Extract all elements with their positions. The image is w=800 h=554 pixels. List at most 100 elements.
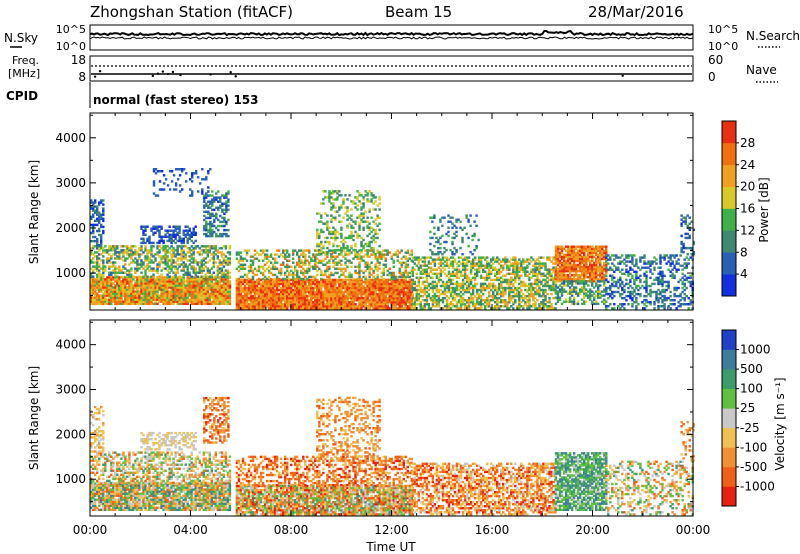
heatmap-cell bbox=[392, 299, 395, 302]
heatmap-cell bbox=[322, 307, 325, 310]
heatmap-cell bbox=[251, 305, 255, 308]
heatmap-cell bbox=[302, 305, 305, 308]
heatmap-cell bbox=[96, 207, 99, 210]
heatmap-cell bbox=[218, 300, 222, 303]
heatmap-cell bbox=[92, 205, 95, 208]
heatmap-cell bbox=[413, 288, 417, 292]
heatmap-cell bbox=[208, 294, 212, 297]
heatmap-cell bbox=[251, 296, 255, 300]
heatmap-cell bbox=[447, 288, 451, 292]
heatmap-cell bbox=[188, 229, 191, 232]
heatmap-cell bbox=[152, 273, 155, 276]
heatmap-cell bbox=[302, 255, 305, 258]
heatmap-cell bbox=[224, 259, 228, 262]
heatmap-cell bbox=[228, 261, 232, 264]
heatmap-cell bbox=[222, 257, 226, 260]
heatmap-cell bbox=[214, 290, 218, 293]
heatmap-cell bbox=[140, 298, 143, 301]
heatmap-cell bbox=[376, 296, 379, 300]
heatmap-cell bbox=[504, 305, 507, 308]
heatmap-cell bbox=[114, 271, 117, 274]
heatmap-cell bbox=[172, 251, 175, 254]
heatmap-cell bbox=[168, 271, 171, 274]
heatmap-cell bbox=[249, 292, 253, 296]
heatmap-cell bbox=[449, 260, 453, 263]
heatmap-cell bbox=[488, 294, 491, 298]
heatmap-cell bbox=[265, 282, 269, 286]
heatmap-cell bbox=[286, 251, 289, 254]
heatmap-cell bbox=[214, 249, 218, 252]
heatmap-cell bbox=[384, 290, 387, 294]
heatmap-cell bbox=[459, 274, 463, 278]
heatmap-cell bbox=[138, 278, 141, 281]
heatmap-cell bbox=[178, 292, 181, 295]
heatmap-cell bbox=[188, 227, 191, 230]
heatmap-cell bbox=[502, 294, 505, 298]
heatmap-cell bbox=[134, 271, 137, 274]
heatmap-cell bbox=[334, 190, 337, 193]
heatmap-cell bbox=[126, 278, 129, 281]
heatmap-cell bbox=[192, 276, 195, 279]
heatmap-cell bbox=[512, 264, 515, 267]
heatmap-cell bbox=[94, 294, 97, 297]
heatmap-cell bbox=[100, 280, 103, 283]
heatmap-cell bbox=[354, 271, 357, 275]
heatmap-cell bbox=[502, 264, 505, 267]
heatmap-cell bbox=[288, 303, 291, 306]
heatmap-cell bbox=[148, 276, 151, 279]
heatmap-cell bbox=[144, 292, 147, 295]
heatmap-cell bbox=[431, 294, 435, 298]
heatmap-cell bbox=[364, 277, 367, 281]
heatmap-cell bbox=[90, 267, 93, 270]
heatmap-cell bbox=[386, 290, 389, 294]
heatmap-cell bbox=[156, 245, 159, 248]
heatmap-cell bbox=[447, 270, 451, 274]
heatmap-cell bbox=[364, 296, 367, 300]
heatmap-cell bbox=[204, 247, 208, 250]
heatmap-cell bbox=[218, 278, 222, 281]
heatmap-cell bbox=[469, 262, 473, 265]
heatmap-cell bbox=[154, 253, 157, 256]
heatmap-cell bbox=[461, 274, 465, 278]
heatmap-cell bbox=[128, 292, 131, 295]
heatmap-cell bbox=[392, 265, 395, 269]
heatmap-cell bbox=[413, 307, 417, 310]
heatmap-cell bbox=[332, 198, 335, 201]
heatmap-cell bbox=[350, 292, 353, 296]
heatmap-cell bbox=[445, 264, 449, 267]
heatmap-cell bbox=[402, 278, 406, 282]
heatmap-cell bbox=[247, 277, 251, 281]
heatmap-cell bbox=[482, 256, 485, 259]
heatmap-cell bbox=[166, 276, 169, 279]
heatmap-cell bbox=[502, 299, 505, 302]
heatmap-cell bbox=[180, 288, 183, 291]
heatmap-cell bbox=[146, 275, 149, 278]
heatmap-cell bbox=[372, 303, 375, 306]
heatmap-cell bbox=[196, 245, 199, 248]
heatmap-cell bbox=[273, 299, 277, 302]
heatmap-cell bbox=[358, 224, 361, 228]
heatmap-cell bbox=[267, 299, 271, 302]
heatmap-cell bbox=[302, 253, 305, 256]
heatmap-cell bbox=[224, 294, 228, 297]
heatmap-cell bbox=[336, 305, 339, 308]
heatmap-cell bbox=[180, 276, 183, 279]
heatmap-cell bbox=[192, 233, 195, 237]
heatmap-cell bbox=[210, 296, 214, 299]
heatmap-cell bbox=[150, 247, 153, 250]
heatmap-cell bbox=[203, 194, 206, 197]
heatmap-cell bbox=[164, 298, 167, 301]
heatmap-cell bbox=[308, 282, 311, 286]
heatmap-cell bbox=[388, 299, 391, 302]
heatmap-cell bbox=[304, 269, 307, 273]
heatmap-cell bbox=[330, 232, 333, 236]
heatmap-cell bbox=[346, 294, 349, 298]
freq-dot bbox=[209, 73, 212, 76]
heatmap-cell bbox=[336, 210, 339, 213]
heatmap-cell bbox=[437, 301, 441, 304]
heatmap-cell bbox=[449, 264, 453, 267]
heatmap-cell bbox=[465, 280, 469, 284]
heatmap-cell bbox=[308, 299, 311, 302]
heatmap-cell bbox=[126, 282, 129, 285]
heatmap-cell bbox=[425, 301, 429, 304]
